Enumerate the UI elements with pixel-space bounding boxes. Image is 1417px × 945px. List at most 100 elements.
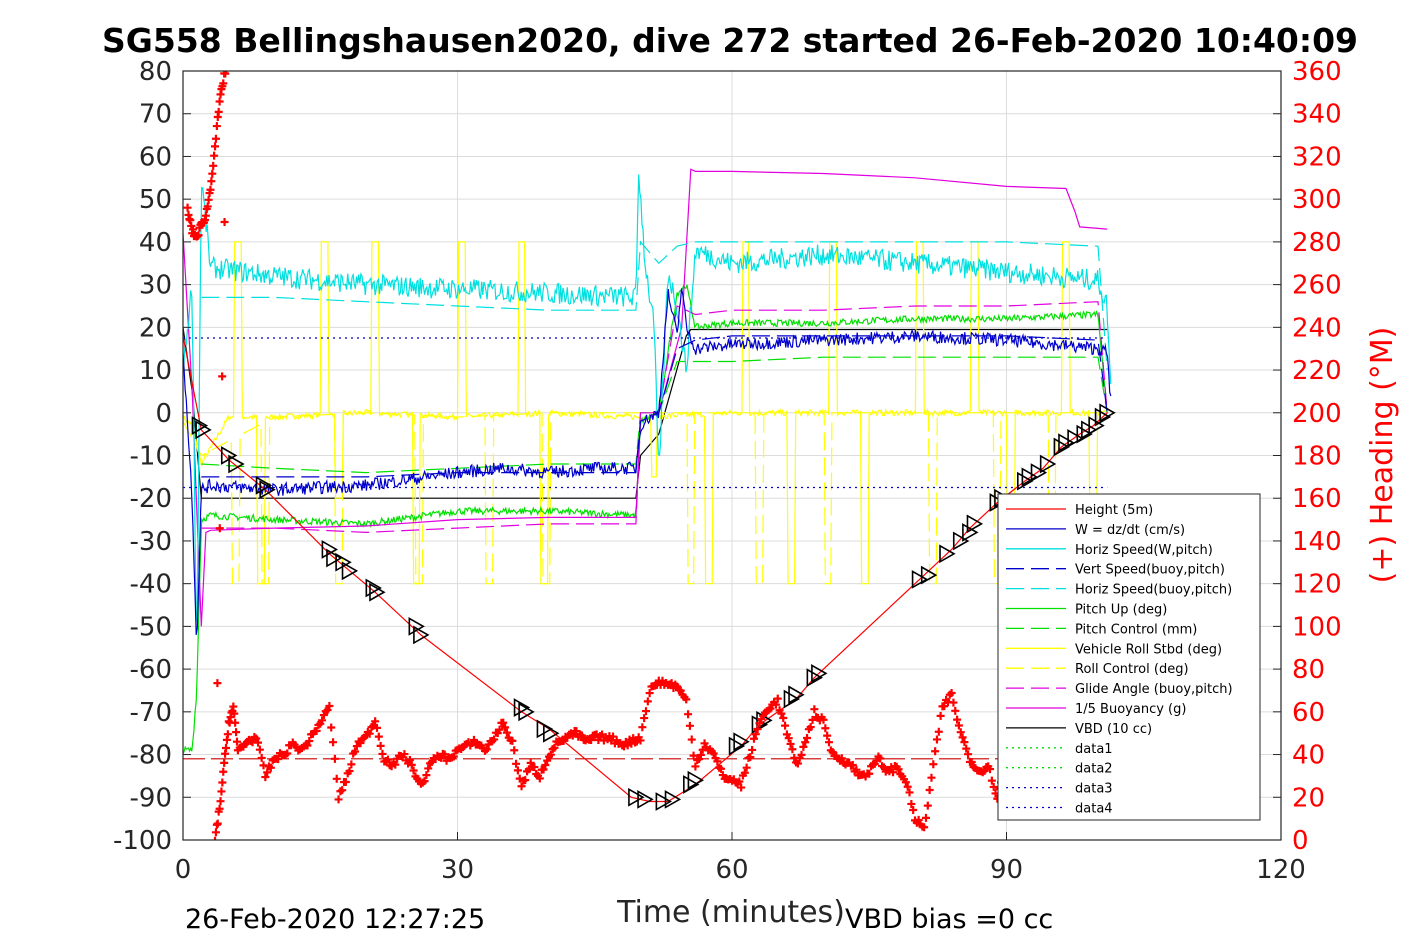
target-marker xyxy=(939,544,956,564)
heading-marker xyxy=(449,752,458,761)
y-tick-label: -20 xyxy=(130,484,172,514)
heading-marker xyxy=(949,698,958,707)
heading-marker xyxy=(232,728,241,737)
y-tick-label: 40 xyxy=(139,228,172,258)
heading-marker xyxy=(508,736,517,745)
heading-marker xyxy=(810,705,819,714)
heading-marker xyxy=(695,755,704,764)
y-tick-label: 70 xyxy=(139,100,172,130)
y-tick-label: 0 xyxy=(155,399,172,429)
target-marker xyxy=(1094,407,1112,427)
series-horiz-speed-buoy-pitch xyxy=(201,240,1108,371)
target-marker xyxy=(1017,471,1034,491)
heading-marker xyxy=(211,836,220,840)
heading-marker xyxy=(356,739,365,748)
heading-marker xyxy=(215,97,224,106)
y-tick-label: -60 xyxy=(130,655,172,685)
heading-marker xyxy=(777,709,786,718)
heading-marker xyxy=(521,776,530,785)
y-right-tick-label: 140 xyxy=(1292,527,1342,557)
y-tick-label: -80 xyxy=(130,741,172,771)
heading-marker xyxy=(986,765,995,774)
heading-marker xyxy=(327,723,336,732)
heading-marker xyxy=(894,765,903,774)
series-vbd-10-cc xyxy=(183,327,1108,499)
heading-marker xyxy=(640,714,649,723)
legend-entry: 1/5 Buoyancy (g) xyxy=(1075,702,1186,717)
heading-marker xyxy=(936,711,945,720)
target-markers xyxy=(191,403,1116,811)
heading-marker xyxy=(713,757,722,766)
heading-marker xyxy=(422,771,431,780)
heading-marker xyxy=(495,725,504,734)
heading-marker xyxy=(951,706,960,715)
series-group xyxy=(183,71,1116,840)
heading-marker xyxy=(325,701,334,710)
y-right-tick-label: 20 xyxy=(1292,783,1325,813)
heading-marker xyxy=(953,715,962,724)
heading-marker xyxy=(257,753,266,762)
x-axis-label: Time (minutes) xyxy=(616,895,845,930)
heading-marker xyxy=(914,815,923,824)
heading-marker xyxy=(925,786,934,795)
heading-marker xyxy=(376,741,385,750)
heading-marker xyxy=(374,732,383,741)
heading-marker xyxy=(737,783,746,792)
target-marker xyxy=(733,732,750,752)
legend-entry: Pitch Up (deg) xyxy=(1075,603,1167,618)
target-marker xyxy=(191,416,209,435)
heading-marker xyxy=(682,695,691,704)
heading-marker xyxy=(215,804,224,813)
heading-marker xyxy=(749,734,758,743)
target-marker xyxy=(811,664,828,683)
x-tick-label: 0 xyxy=(175,855,192,885)
heading-marker xyxy=(788,745,797,754)
y-right-tick-label: 120 xyxy=(1292,570,1342,600)
heading-marker xyxy=(254,738,263,747)
heading-marker xyxy=(700,739,709,748)
target-marker xyxy=(664,790,682,809)
heading-marker xyxy=(207,177,216,186)
legend-entry: data4 xyxy=(1075,802,1113,817)
y-right-tick-label: 340 xyxy=(1292,100,1342,130)
y-right-tick-label: 60 xyxy=(1292,698,1325,728)
y-right-tick-label: 280 xyxy=(1292,228,1342,258)
target-marker xyxy=(788,685,805,705)
heading-marker xyxy=(351,747,360,756)
heading-marker xyxy=(210,151,219,160)
heading-marker xyxy=(905,788,914,797)
heading-marker xyxy=(907,799,916,808)
heading-marker xyxy=(332,774,341,783)
target-marker xyxy=(1039,454,1057,474)
target-marker xyxy=(783,689,801,709)
heading-marker xyxy=(947,688,956,697)
heading-marker xyxy=(823,731,832,740)
series-pitch-control-mm xyxy=(201,356,1108,474)
heading-marker xyxy=(921,813,930,822)
heading-marker xyxy=(214,107,223,116)
heading-marker xyxy=(958,733,967,742)
heading-marker xyxy=(341,778,350,787)
heading-marker xyxy=(512,759,521,768)
legend-entry: data3 xyxy=(1075,782,1113,797)
target-marker xyxy=(255,476,273,495)
y-tick-label: 80 xyxy=(139,57,172,87)
heading-marker xyxy=(208,169,217,178)
heading-marker xyxy=(530,763,539,772)
target-marker xyxy=(341,561,359,581)
heading-marker xyxy=(517,782,526,791)
heading-marker xyxy=(347,760,356,769)
heading-marker xyxy=(889,768,898,777)
target-marker xyxy=(1099,403,1116,423)
heading-marker xyxy=(755,719,764,728)
y-axis-right-label: (+) Heading (°M) xyxy=(1365,327,1400,584)
heading-marker xyxy=(329,738,338,747)
heading-marker xyxy=(786,739,795,748)
heading-marker xyxy=(183,203,192,212)
y-right-tick-label: 80 xyxy=(1292,655,1325,685)
heading-marker xyxy=(799,742,808,751)
target-marker xyxy=(326,548,343,568)
heading-marker xyxy=(391,760,400,769)
heading-marker xyxy=(372,723,381,732)
series-height-5m xyxy=(183,335,1108,803)
